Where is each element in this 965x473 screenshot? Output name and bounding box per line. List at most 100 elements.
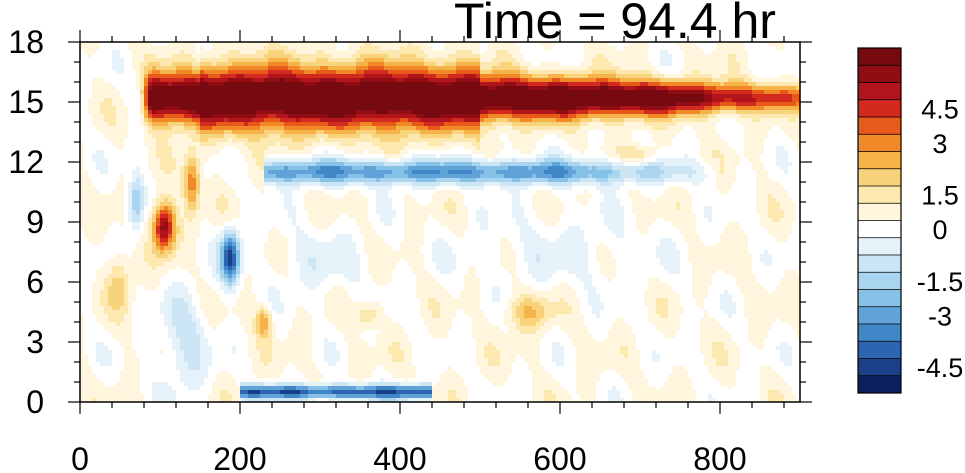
field-cell xyxy=(140,54,145,59)
field-cell xyxy=(528,110,533,115)
field-cell xyxy=(264,102,269,107)
field-cell xyxy=(684,58,689,63)
field-cell xyxy=(644,142,649,147)
field-cell xyxy=(156,106,161,111)
field-cell xyxy=(80,142,85,147)
field-cell xyxy=(440,62,445,67)
field-cell xyxy=(128,150,133,155)
field-cell xyxy=(148,46,153,51)
field-cell xyxy=(420,50,425,55)
field-cell xyxy=(648,98,653,103)
field-cell xyxy=(196,70,201,75)
field-cell xyxy=(672,42,677,47)
field-cell xyxy=(760,142,765,147)
field-cell xyxy=(364,90,369,95)
field-cell xyxy=(136,86,141,91)
field-cell xyxy=(476,94,481,99)
field-cell xyxy=(120,86,125,91)
field-cell xyxy=(540,58,545,63)
field-cell xyxy=(136,70,141,75)
field-cell xyxy=(720,46,725,51)
field-cell xyxy=(664,74,669,79)
field-cell xyxy=(772,94,777,99)
field-cell xyxy=(140,94,145,99)
field-cell xyxy=(168,98,173,103)
field-cell xyxy=(624,82,629,87)
field-cell xyxy=(432,54,437,59)
field-cell xyxy=(540,42,545,47)
field-cell xyxy=(132,138,137,143)
field-cell xyxy=(264,138,269,143)
field-cell xyxy=(324,50,329,55)
field-cell xyxy=(512,94,517,99)
field-cell xyxy=(544,50,549,55)
field-cell xyxy=(216,78,221,83)
field-cell xyxy=(296,126,301,131)
field-cell xyxy=(436,114,441,119)
field-cell xyxy=(352,138,357,143)
field-cell xyxy=(264,118,269,123)
field-cell xyxy=(96,66,101,71)
field-cell xyxy=(596,66,601,71)
field-cell xyxy=(436,66,441,71)
field-cell xyxy=(112,134,117,139)
field-cell xyxy=(208,150,213,155)
field-cell xyxy=(96,90,101,95)
field-cell xyxy=(796,58,800,63)
field-cell xyxy=(484,50,489,55)
field-cell xyxy=(180,66,185,71)
field-cell xyxy=(144,122,149,127)
field-cell xyxy=(92,42,97,47)
field-cell xyxy=(136,98,141,103)
field-cell xyxy=(284,118,289,123)
field-cell xyxy=(348,58,353,63)
field-cell xyxy=(500,90,505,95)
field-cell xyxy=(344,142,349,147)
field-cell xyxy=(524,150,529,155)
field-cell xyxy=(416,98,421,103)
field-cell xyxy=(636,146,641,151)
field-cell xyxy=(176,78,181,83)
field-cell xyxy=(316,142,321,147)
field-cell xyxy=(496,122,501,127)
field-cell xyxy=(736,90,741,95)
field-cell xyxy=(636,142,641,147)
field-cell xyxy=(208,126,213,131)
field-cell xyxy=(400,62,405,67)
field-cell xyxy=(128,78,133,83)
field-cell xyxy=(708,126,713,131)
field-cell xyxy=(240,106,245,111)
field-cell xyxy=(440,138,445,143)
field-cell xyxy=(520,78,525,83)
field-cell xyxy=(620,86,625,91)
field-cell xyxy=(408,98,413,103)
field-cell xyxy=(172,142,177,147)
field-cell xyxy=(224,134,229,139)
field-cell xyxy=(668,118,673,123)
field-cell xyxy=(768,74,773,79)
field-cell xyxy=(284,130,289,135)
field-cell xyxy=(444,134,449,139)
field-cell xyxy=(704,130,709,135)
field-cell xyxy=(420,138,425,143)
field-cell xyxy=(228,114,233,119)
field-cell xyxy=(784,74,789,79)
field-cell xyxy=(236,90,241,95)
field-cell xyxy=(416,142,421,147)
field-cell xyxy=(708,146,713,151)
field-cell xyxy=(640,66,645,71)
field-cell xyxy=(540,142,545,147)
field-cell xyxy=(744,90,749,95)
field-cell xyxy=(156,134,161,139)
field-cell xyxy=(324,150,329,155)
field-cell xyxy=(656,146,661,151)
field-cell xyxy=(204,42,209,47)
field-cell xyxy=(288,94,293,99)
field-cell xyxy=(748,66,753,71)
field-cell xyxy=(412,146,417,151)
field-cell xyxy=(204,118,209,123)
field-cell xyxy=(460,42,465,47)
field-cell xyxy=(776,134,781,139)
field-cell xyxy=(596,110,601,115)
field-cell xyxy=(464,82,469,87)
